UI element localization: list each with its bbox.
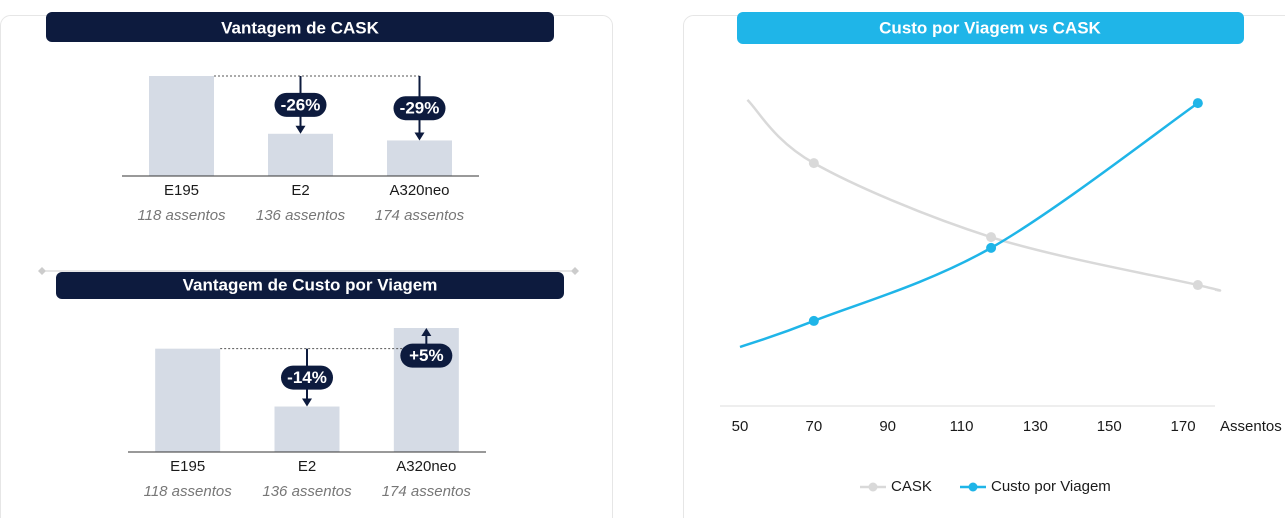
chart-title: Vantagem de CASK: [221, 18, 379, 37]
legend-marker: [968, 482, 978, 492]
x-tick-label: 150: [1097, 418, 1122, 435]
delta-pill: [274, 92, 327, 117]
delta-label: -26%: [281, 95, 321, 114]
banner: [56, 272, 564, 299]
legend-label: CASK: [891, 478, 932, 495]
x-tick-label: E2: [298, 458, 316, 475]
point: [1192, 98, 1203, 109]
legend-label: Custo por Viagem: [991, 478, 1111, 495]
point: [808, 315, 819, 326]
x-tick-sublabel: 136 assentos: [256, 207, 346, 224]
delta-label: +5%: [409, 346, 444, 365]
x-tick-sublabel: 118 assentos: [137, 207, 226, 224]
x-axis-label: Assentos: [1220, 418, 1282, 435]
bar: [155, 348, 221, 452]
bar: [268, 133, 333, 176]
bar: [387, 140, 452, 176]
x-tick-label: 50: [732, 418, 749, 435]
delta-pill: [281, 365, 333, 390]
line: [746, 98, 1222, 292]
point: [986, 232, 997, 243]
banner: [737, 12, 1244, 44]
x-tick-sublabel: 118 assentos: [144, 483, 233, 500]
point: [1192, 280, 1203, 291]
x-tick-label: E195: [170, 458, 205, 475]
x-tick-label: A320neo: [389, 182, 449, 199]
x-tick-label: 90: [879, 418, 896, 435]
x-tick-label: E2: [291, 182, 309, 199]
point: [986, 242, 997, 253]
x-tick-label: 110: [950, 418, 974, 435]
arrow-head: [421, 328, 432, 336]
x-tick-sublabel: 174 assentos: [375, 207, 465, 224]
x-tick-label: 70: [806, 418, 823, 435]
x-tick-label: E195: [164, 182, 199, 199]
chart-title: Vantagem de Custo por Viagem: [183, 275, 438, 294]
delta-pill: [400, 343, 453, 368]
delta-label: -14%: [287, 368, 327, 387]
x-tick-label: A320neo: [396, 458, 456, 475]
line: [739, 102, 1199, 349]
point: [808, 158, 819, 169]
banner: [46, 12, 554, 42]
delta-pill: [393, 96, 446, 121]
right-panel: [683, 15, 1285, 518]
x-tick-label: 130: [1023, 418, 1048, 435]
bar: [274, 406, 340, 452]
arrow-head: [414, 132, 425, 141]
delta-label: -29%: [400, 99, 440, 118]
arrow-head: [302, 398, 312, 407]
legend-marker: [868, 482, 878, 492]
chart-title: Custo por Viagem vs CASK: [879, 18, 1101, 37]
x-tick-sublabel: 136 assentos: [262, 483, 352, 500]
bar: [149, 76, 214, 176]
arrow-head: [295, 125, 306, 134]
x-tick-sublabel: 174 assentos: [382, 483, 472, 500]
x-tick-label: 170: [1171, 418, 1196, 435]
